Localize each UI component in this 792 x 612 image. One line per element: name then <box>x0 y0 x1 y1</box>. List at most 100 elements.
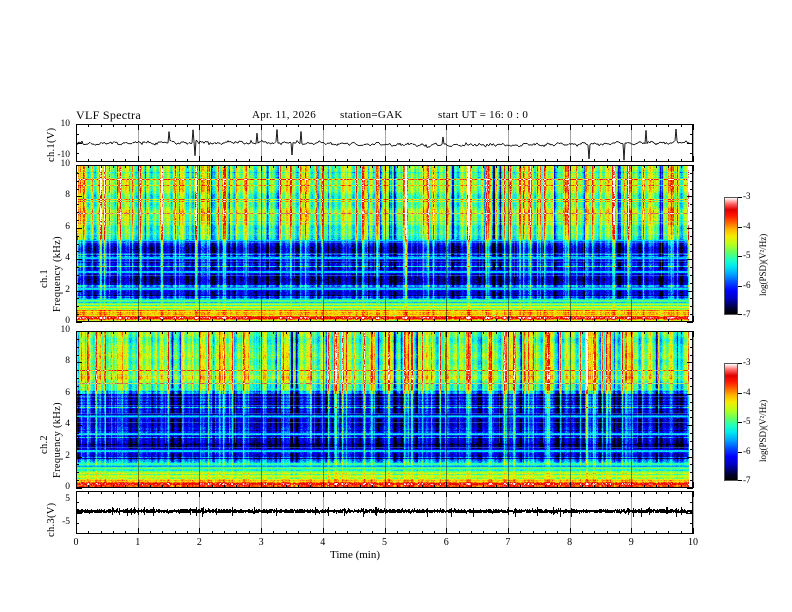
x-tick <box>236 491 237 494</box>
x-tick <box>619 531 620 534</box>
x-tick <box>631 165 632 171</box>
x-tick <box>496 124 497 127</box>
x-tick <box>261 165 262 171</box>
y-tick <box>76 457 82 458</box>
figure-title: VLF Spectra <box>76 108 141 122</box>
x-tick-label: 5 <box>382 537 387 548</box>
x-tick-label: 9 <box>628 537 634 548</box>
x-tick <box>557 491 558 494</box>
x-tick <box>644 491 645 494</box>
x-tick <box>113 331 114 334</box>
y-tick <box>76 267 79 268</box>
x-tick <box>175 331 176 334</box>
x-tick <box>557 531 558 534</box>
x-gridline <box>446 165 447 322</box>
ch2-colorbar <box>724 363 738 481</box>
x-tick <box>619 159 620 162</box>
x-gridline <box>323 124 324 162</box>
x-tick <box>212 319 213 322</box>
x-tick <box>162 491 163 494</box>
x-tick <box>644 165 645 168</box>
y-tick <box>690 204 693 205</box>
x-tick <box>668 319 669 322</box>
y-tick <box>76 165 82 166</box>
x-tick <box>520 531 521 534</box>
y-tick <box>690 306 693 307</box>
x-tick <box>138 156 139 162</box>
x-tick <box>323 124 324 130</box>
x-gridline <box>693 491 694 534</box>
x-tick <box>138 482 139 488</box>
x-tick <box>434 331 435 334</box>
x-tick <box>545 485 546 488</box>
x-tick <box>298 124 299 127</box>
colorbar-tick <box>738 422 742 423</box>
x-tick <box>273 331 274 334</box>
ch1-colorbar <box>724 197 738 315</box>
colorbar-tick-label: -4 <box>743 386 751 397</box>
x-tick <box>594 319 595 322</box>
x-tick <box>150 124 151 127</box>
figure-start-ut: start UT = 16: 0 : 0 <box>438 109 529 121</box>
ch1-waveform-plot-area <box>77 125 692 161</box>
y-tick <box>690 410 693 411</box>
y-tick <box>76 502 79 503</box>
y-tick <box>687 362 693 363</box>
x-tick <box>236 124 237 127</box>
x-tick <box>76 528 77 534</box>
x-tick <box>385 165 386 171</box>
x-tick <box>323 165 324 171</box>
x-tick <box>162 159 163 162</box>
x-tick <box>570 482 571 488</box>
x-tick <box>582 165 583 168</box>
x-tick <box>607 485 608 488</box>
y-tick <box>76 347 79 348</box>
x-tick <box>224 531 225 534</box>
y-tick <box>76 196 82 197</box>
colorbar-tick-label: -6 <box>743 279 751 290</box>
x-tick <box>385 528 386 534</box>
x-tick <box>545 319 546 322</box>
x-tick <box>681 331 682 334</box>
x-tick <box>273 485 274 488</box>
x-tick <box>570 165 571 171</box>
x-tick <box>113 491 114 494</box>
y-tick <box>76 173 79 174</box>
x-tick <box>446 165 447 171</box>
x-tick <box>249 319 250 322</box>
x-tick <box>335 165 336 168</box>
y-tick-label: 2 <box>65 450 70 461</box>
y-tick <box>690 472 693 473</box>
y-tick <box>76 283 79 284</box>
x-tick <box>582 319 583 322</box>
colorbar-tick-label: -5 <box>743 416 751 426</box>
x-tick <box>310 331 311 334</box>
x-tick <box>125 485 126 488</box>
x-tick <box>619 124 620 127</box>
ch3-waveform-plot-area <box>77 492 692 533</box>
ch2-colorbar-label: log(PSD)(V²/Hz) <box>758 399 768 462</box>
x-tick <box>644 531 645 534</box>
y-tick <box>76 244 79 245</box>
x-tick <box>397 159 398 162</box>
x-tick <box>385 491 386 497</box>
y-tick <box>76 314 79 315</box>
y-tick-label: 10 <box>60 159 71 169</box>
x-tick <box>459 319 460 322</box>
figure-date: Apr. 11, 2026 <box>252 109 316 121</box>
x-tick <box>101 485 102 488</box>
y-tick <box>76 410 79 411</box>
x-tick <box>459 165 460 168</box>
x-tick <box>582 159 583 162</box>
x-tick <box>162 319 163 322</box>
x-tick <box>335 124 336 127</box>
x-tick <box>125 319 126 322</box>
x-tick <box>471 159 472 162</box>
x-tick <box>397 491 398 494</box>
y-tick <box>687 259 693 260</box>
x-tick <box>668 165 669 168</box>
x-tick <box>125 165 126 168</box>
x-tick <box>199 528 200 534</box>
x-gridline <box>570 124 571 162</box>
x-tick <box>385 124 386 130</box>
